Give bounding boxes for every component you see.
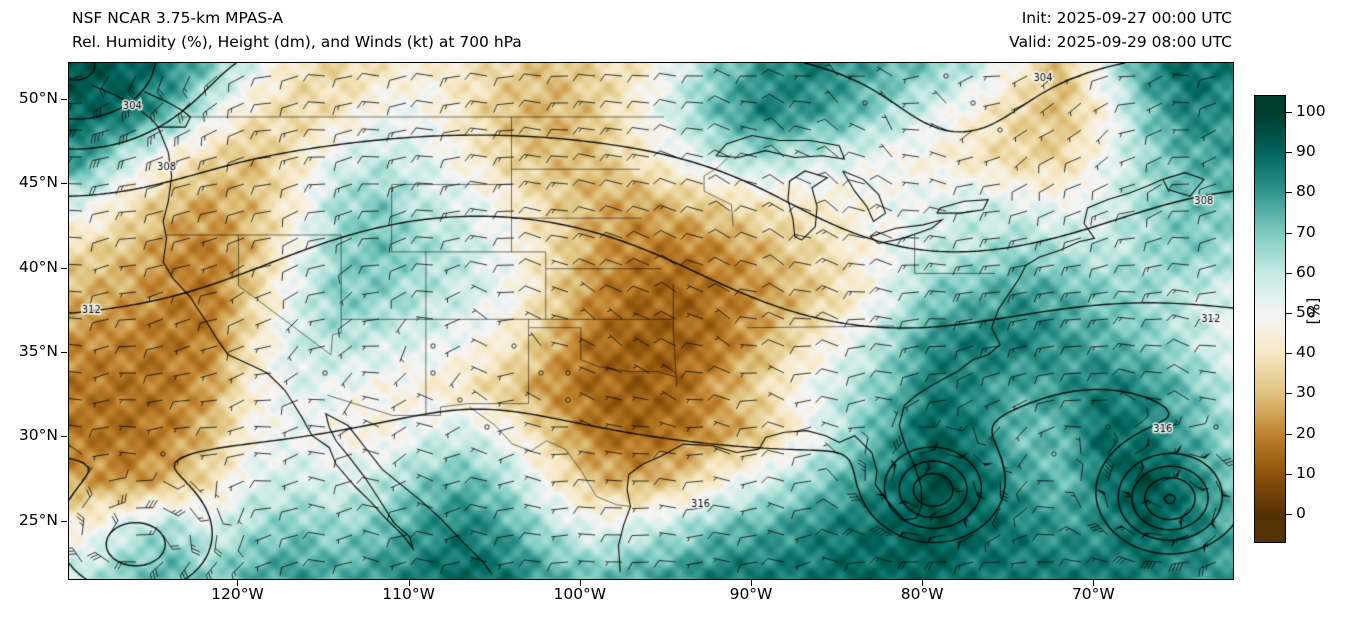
y-tick-mark <box>61 520 67 522</box>
colorbar-tick-mark <box>1286 353 1292 355</box>
x-tick-label: 120°W <box>211 585 264 603</box>
x-tick-label: 70°W <box>1071 585 1115 603</box>
x-tick-mark <box>408 580 410 586</box>
x-tick-label: 90°W <box>729 585 773 603</box>
colorbar-tick-mark <box>1286 112 1292 113</box>
colorbar-gradient <box>1255 96 1285 542</box>
y-tick-label: 25°N <box>18 510 58 529</box>
y-tick-mark <box>61 436 67 438</box>
colorbar-tick-label: 0 <box>1296 504 1306 522</box>
colorbar-tick-label: 10 <box>1296 463 1316 482</box>
colorbar-tick-mark <box>1286 433 1292 435</box>
colorbar <box>1254 95 1286 543</box>
colorbar-tick-label: 50 <box>1296 303 1316 321</box>
x-tick-mark <box>237 580 239 586</box>
colorbar-tick-label: 30 <box>1296 383 1316 402</box>
x-tick-mark <box>922 580 924 586</box>
map-canvas <box>69 63 1233 579</box>
colorbar-tick-label: 60 <box>1296 262 1316 281</box>
colorbar-tick-label: 40 <box>1296 343 1316 362</box>
colorbar-tick-mark <box>1286 313 1292 314</box>
init-time-label: Init: 2025-09-27 00:00 UTC <box>1021 9 1232 27</box>
colorbar-tick-mark <box>1286 272 1292 274</box>
y-tick-mark <box>61 183 67 185</box>
x-tick-label: 110°W <box>382 585 435 603</box>
valid-time-label: Valid: 2025-09-29 08:00 UTC <box>1009 33 1232 51</box>
colorbar-unit-label: [%] <box>1304 297 1323 325</box>
colorbar-tick-mark <box>1286 514 1292 515</box>
colorbar-tick-mark <box>1286 232 1292 234</box>
x-tick-mark <box>750 580 752 586</box>
x-tick-mark <box>579 580 581 586</box>
map-plot-area <box>68 62 1234 580</box>
colorbar-tick-mark <box>1286 152 1292 154</box>
x-tick-label: 80°W <box>900 585 944 603</box>
y-tick-label: 45°N <box>18 173 58 192</box>
colorbar-tick-mark <box>1286 192 1292 194</box>
x-tick-mark <box>1093 580 1095 586</box>
colorbar-tick-label: 80 <box>1296 182 1316 201</box>
y-tick-label: 30°N <box>18 426 58 445</box>
colorbar-tick-mark <box>1286 393 1292 395</box>
x-tick-label: 100°W <box>553 585 607 603</box>
colorbar-tick-label: 70 <box>1296 222 1316 241</box>
colorbar-tick-label: 20 <box>1296 423 1316 442</box>
y-tick-label: 35°N <box>18 342 58 361</box>
model-title: NSF NCAR 3.75-km MPAS-A <box>72 9 284 27</box>
colorbar-tick-label: 90 <box>1296 142 1316 161</box>
y-tick-mark <box>61 267 67 269</box>
colorbar-tick-mark <box>1286 473 1292 475</box>
y-tick-mark <box>61 99 67 101</box>
y-tick-mark <box>61 352 67 354</box>
y-tick-label: 50°N <box>18 89 58 108</box>
colorbar-tick-label: 100 <box>1296 102 1326 120</box>
plot-subtitle: Rel. Humidity (%), Height (dm), and Wind… <box>72 33 522 51</box>
y-tick-label: 40°N <box>18 257 58 276</box>
